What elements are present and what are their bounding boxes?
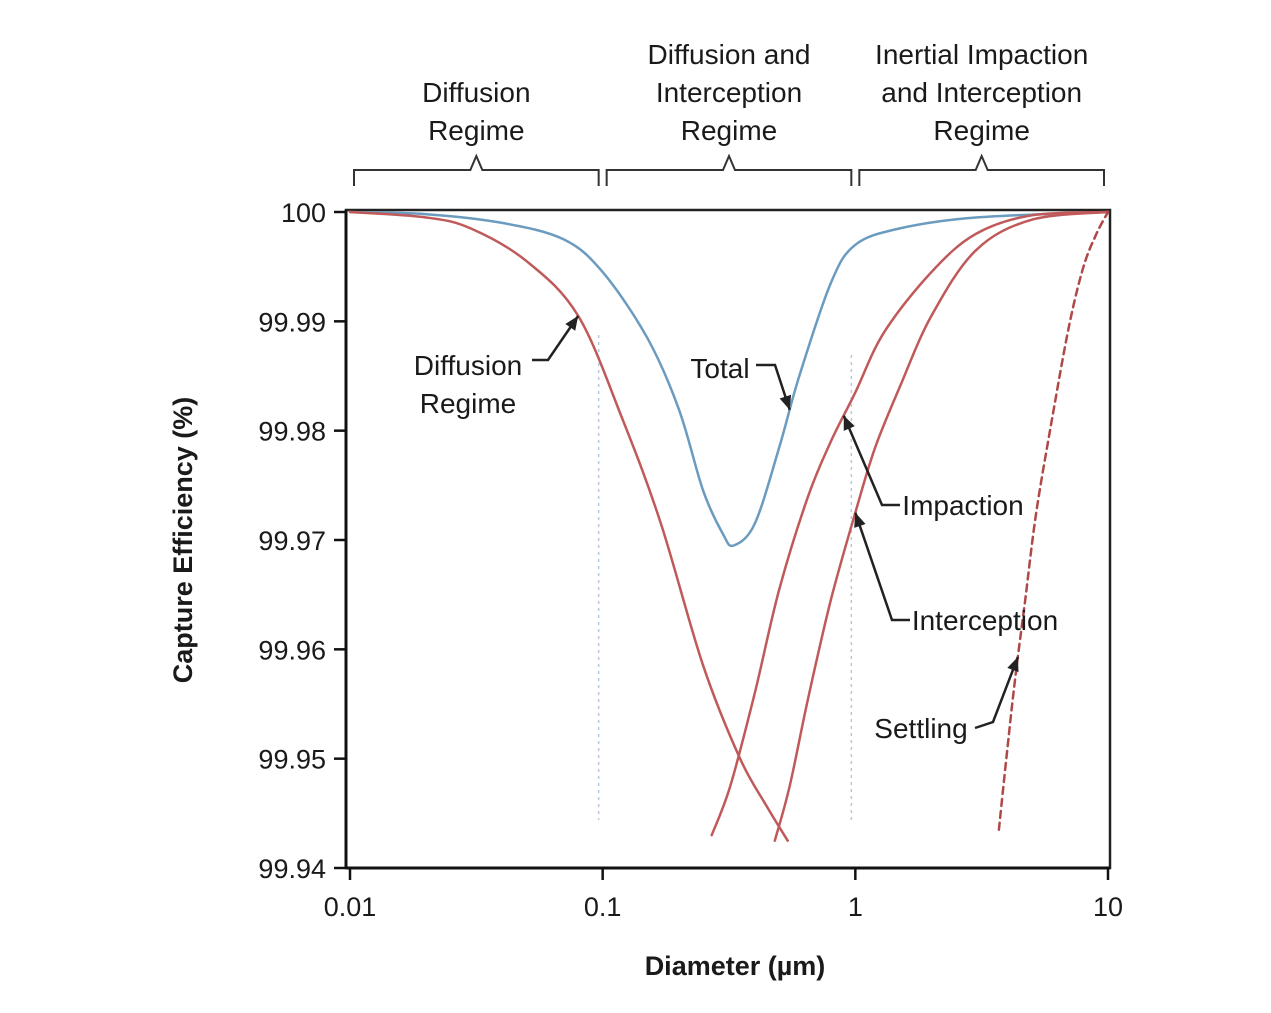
annotation-impaction-label: Impaction: [902, 490, 1023, 521]
annotation-total-arrowhead: [779, 394, 792, 410]
regime-label-1: Diffusion Regime: [422, 77, 530, 146]
series-interception-line: [773, 210, 1110, 842]
regime-brace-3: [858, 153, 1105, 186]
plot-frame: [344, 208, 1112, 870]
annotation-diffusion-regime-arrowhead: [565, 315, 579, 331]
regime-label-3: Inertial Impaction and Interception Regime: [875, 39, 1088, 146]
annotation-impaction-arrowhead: [843, 415, 855, 431]
y-tick-label-99-94: 99.94: [258, 854, 326, 884]
series-impaction-line: [710, 210, 1110, 837]
series-settling-line: [997, 210, 1110, 831]
series-diffusion-regime-line: [348, 210, 789, 842]
regime-brace-1: [353, 153, 600, 186]
x-tick-label-0-01: 0.01: [324, 892, 377, 922]
y-axis-title: Capture Efficiency (%): [168, 397, 198, 684]
annotation-settling-arrowhead: [1007, 656, 1019, 673]
annotation-interception-label: Interception: [912, 605, 1058, 636]
series-total-line: [348, 210, 1110, 548]
annotation-impaction-leader: [842, 415, 900, 507]
annotation-settling-leader: [974, 656, 1020, 730]
annotation-total-label: Total: [690, 353, 749, 384]
y-tick-label-100: 100: [281, 198, 326, 228]
annotation-interception-arrowhead: [854, 512, 866, 528]
x-tick-label-1: 1: [848, 892, 863, 922]
annotation-total-leader: [756, 363, 791, 411]
annotation-diffusion-regime-leader: [532, 315, 580, 362]
regime-label-2: Diffusion and Interception Regime: [648, 39, 811, 146]
regime-brace-2: [605, 153, 853, 186]
annotation-interception-leader: [854, 512, 910, 622]
annotation-diffusion-regime-label: Diffusion Regime: [414, 350, 522, 419]
annotation-settling-label: Settling: [874, 713, 967, 744]
y-tick-label-99-99: 99.99: [258, 307, 326, 337]
x-axis-title: Diameter (µm): [645, 951, 826, 981]
x-tick-label-0-1: 0.1: [584, 892, 622, 922]
y-tick-label-99-98: 99.98: [258, 417, 326, 447]
y-tick-label-99-97: 99.97: [258, 526, 326, 556]
x-tick-label-10: 10: [1093, 892, 1123, 922]
y-tick-label-99-96: 99.96: [258, 635, 326, 665]
y-tick-label-99-95: 99.95: [258, 745, 326, 775]
